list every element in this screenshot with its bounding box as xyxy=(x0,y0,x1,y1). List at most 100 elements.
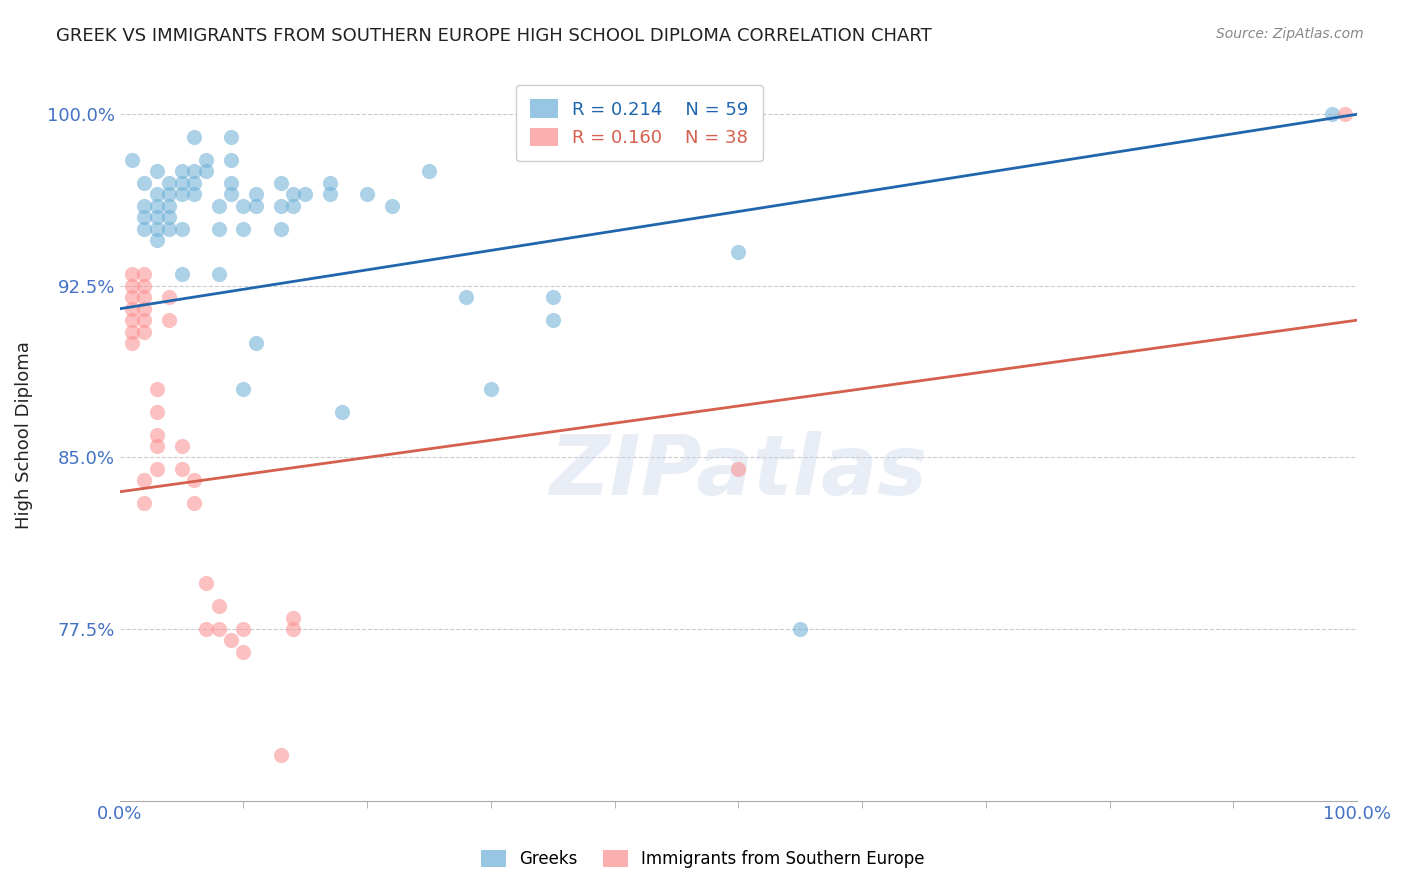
Point xyxy=(727,462,749,476)
Point xyxy=(219,130,242,145)
Point xyxy=(319,187,342,202)
Point xyxy=(121,301,143,316)
Point xyxy=(170,462,193,476)
Text: ZIPatlas: ZIPatlas xyxy=(550,431,928,512)
Point xyxy=(219,187,242,202)
Point xyxy=(195,164,218,178)
Point xyxy=(121,290,143,304)
Point xyxy=(121,336,143,351)
Text: Source: ZipAtlas.com: Source: ZipAtlas.com xyxy=(1216,27,1364,41)
Point xyxy=(183,187,205,202)
Point xyxy=(170,176,193,190)
Point xyxy=(208,622,231,636)
Point xyxy=(134,199,156,213)
Point xyxy=(270,176,292,190)
Point xyxy=(170,187,193,202)
Point xyxy=(183,496,205,510)
Point xyxy=(134,221,156,235)
Point xyxy=(281,199,304,213)
Point xyxy=(146,382,169,396)
Point xyxy=(195,622,218,636)
Point xyxy=(195,576,218,591)
Point xyxy=(121,153,143,167)
Point xyxy=(183,473,205,487)
Point xyxy=(208,199,231,213)
Point xyxy=(245,199,267,213)
Point xyxy=(134,176,156,190)
Point xyxy=(121,278,143,293)
Point xyxy=(146,211,169,225)
Point xyxy=(208,599,231,614)
Point xyxy=(134,301,156,316)
Point xyxy=(157,211,180,225)
Point xyxy=(183,130,205,145)
Point xyxy=(232,645,254,659)
Point xyxy=(245,187,267,202)
Point xyxy=(541,290,564,304)
Point xyxy=(134,268,156,282)
Point xyxy=(294,187,316,202)
Point xyxy=(219,176,242,190)
Point xyxy=(232,622,254,636)
Point xyxy=(157,199,180,213)
Point xyxy=(183,164,205,178)
Point xyxy=(157,187,180,202)
Point xyxy=(170,164,193,178)
Point xyxy=(456,290,478,304)
Point xyxy=(146,405,169,419)
Point xyxy=(157,221,180,235)
Point xyxy=(157,176,180,190)
Point xyxy=(170,439,193,453)
Point xyxy=(146,427,169,442)
Point xyxy=(219,153,242,167)
Point xyxy=(232,221,254,235)
Point xyxy=(146,164,169,178)
Point xyxy=(121,268,143,282)
Point xyxy=(146,462,169,476)
Point xyxy=(232,382,254,396)
Point xyxy=(134,496,156,510)
Point xyxy=(134,473,156,487)
Point xyxy=(418,164,440,178)
Point xyxy=(146,439,169,453)
Point xyxy=(479,382,502,396)
Point xyxy=(121,313,143,327)
Point xyxy=(134,325,156,339)
Legend: R = 0.214    N = 59, R = 0.160    N = 38: R = 0.214 N = 59, R = 0.160 N = 38 xyxy=(516,85,763,161)
Point xyxy=(134,211,156,225)
Point xyxy=(319,176,342,190)
Point xyxy=(157,313,180,327)
Point xyxy=(219,633,242,648)
Point xyxy=(789,622,811,636)
Point xyxy=(281,622,304,636)
Point xyxy=(170,268,193,282)
Point xyxy=(208,221,231,235)
Point xyxy=(146,199,169,213)
Point xyxy=(134,278,156,293)
Point xyxy=(183,176,205,190)
Point xyxy=(281,610,304,624)
Legend: Greeks, Immigrants from Southern Europe: Greeks, Immigrants from Southern Europe xyxy=(475,843,931,875)
Point xyxy=(146,233,169,247)
Point xyxy=(245,336,267,351)
Point xyxy=(332,405,354,419)
Point xyxy=(157,290,180,304)
Point xyxy=(270,221,292,235)
Point xyxy=(146,221,169,235)
Point xyxy=(146,187,169,202)
Point xyxy=(381,199,404,213)
Point xyxy=(195,153,218,167)
Point xyxy=(232,199,254,213)
Point xyxy=(134,290,156,304)
Point xyxy=(1333,107,1355,121)
Point xyxy=(121,325,143,339)
Point xyxy=(356,187,378,202)
Point xyxy=(270,199,292,213)
Point xyxy=(170,221,193,235)
Point xyxy=(134,313,156,327)
Point xyxy=(281,187,304,202)
Point xyxy=(208,268,231,282)
Point xyxy=(727,244,749,259)
Point xyxy=(541,313,564,327)
Point xyxy=(270,747,292,762)
